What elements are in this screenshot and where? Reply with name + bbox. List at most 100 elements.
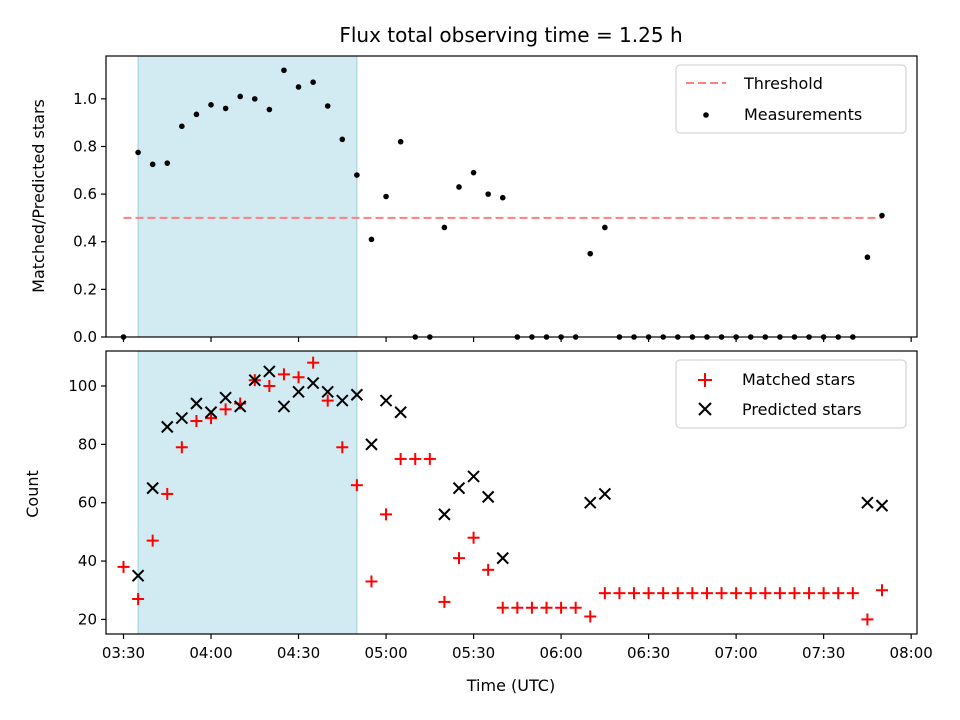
matched-star-point (365, 575, 378, 588)
matched-star-point (832, 587, 845, 600)
matched-star-point (744, 587, 757, 600)
predicted-star-point (321, 385, 334, 399)
matched-star-point (671, 587, 684, 600)
measurement-point (441, 224, 448, 231)
predicted-star-point (263, 365, 276, 378)
matched-star-point (525, 601, 538, 614)
measurement-point (135, 149, 141, 156)
matched-star-point (350, 479, 363, 492)
x-tick-label: 05:30 (452, 644, 495, 662)
measurement-point (251, 96, 258, 102)
measurement-point (879, 212, 885, 219)
y-tick-label: 40 (78, 552, 97, 570)
legend-predicted-swatch (698, 402, 712, 416)
x-tick-label: 04:00 (189, 644, 232, 662)
matched-star-point (700, 587, 713, 600)
top-panel: 0.0 0.2 0.4 0.6 0.8 1.0 Matched/Predicted sta… (29, 55, 918, 346)
matched-star-point (628, 587, 641, 600)
x-axis-label: Time (UTC) (466, 676, 555, 695)
predicted-star-point (452, 481, 466, 495)
predicted-star-point (190, 397, 203, 410)
matched-star-point (686, 587, 699, 600)
top-legend-box (675, 64, 907, 134)
top-observing-window (137, 55, 358, 338)
top-y-axis-label: Matched/Predicted stars (29, 99, 48, 293)
matched-star-point (452, 552, 465, 565)
measurement-point (470, 169, 477, 176)
matched-star-point (117, 560, 130, 573)
matched-star-point (292, 371, 305, 384)
predicted-star-point (861, 496, 874, 509)
y-tick-label: 0.0 (73, 328, 97, 346)
matched-star-point (321, 394, 334, 407)
bottom-x-ticks: 03:30 04:00 04:30 05:00 05:30 06:00 06:30 07:00… (102, 634, 933, 662)
legend-matched-swatch (698, 373, 712, 387)
matched-star-point (132, 592, 145, 605)
matched-star-point (875, 584, 888, 597)
predicted-star-point (233, 400, 247, 413)
matched-star-point (788, 587, 801, 600)
measurement-point (368, 236, 375, 243)
matched-star-point (394, 452, 407, 465)
top-y-ticks: 0.0 0.2 0.4 0.6 0.8 1.0 (73, 90, 106, 346)
predicted-star-point (481, 490, 495, 504)
predicted-star-point (598, 487, 612, 501)
legend-measurements-swatch (703, 112, 709, 118)
measurement-point (499, 194, 506, 201)
predicted-star-point (175, 411, 189, 425)
legend-threshold-label: Threshold (743, 74, 823, 93)
bottom-y-ticks: 20 40 60 80 100 (68, 377, 106, 628)
predicted-star-point (394, 406, 407, 419)
top-x-ticks (122, 337, 912, 342)
matched-star-point (146, 534, 159, 547)
predicted-star-point (204, 406, 218, 419)
matched-star-point (730, 587, 743, 600)
measurement-point (193, 111, 200, 118)
matched-star-point (642, 587, 655, 600)
matched-star-point (657, 587, 670, 600)
y-tick-label: 0.2 (73, 280, 97, 298)
y-tick-label: 0.6 (73, 185, 97, 203)
measurement-point (266, 106, 273, 113)
measurement-point (324, 103, 331, 109)
predicted-star-point (336, 394, 349, 407)
x-tick-label: 07:00 (715, 644, 758, 662)
predicted-star-point (379, 394, 393, 407)
predicted-stars-points (131, 365, 889, 582)
predicted-star-point (306, 376, 320, 390)
matched-star-point (467, 531, 480, 544)
x-tick-label: 08:00 (890, 644, 933, 662)
predicted-star-point (146, 481, 159, 495)
predicted-star-point (350, 388, 364, 401)
predicted-star-point (131, 569, 145, 582)
y-tick-label: 0.8 (73, 137, 97, 155)
matched-star-point (190, 415, 203, 428)
matched-star-point (759, 587, 772, 600)
x-tick-label: 04:30 (277, 644, 320, 662)
matched-star-point (409, 452, 422, 465)
predicted-star-point (277, 400, 291, 413)
predicted-star-point (438, 508, 451, 521)
measurement-point (237, 93, 243, 100)
predicted-star-point (875, 499, 889, 512)
matched-star-point (555, 601, 568, 614)
bottom-panel: 20 40 60 80 100 03:30 04:00 04:30 05:00 05:30 06:… (23, 350, 933, 695)
matched-star-point (715, 587, 728, 600)
x-tick-label: 06:30 (627, 644, 670, 662)
measurement-point (295, 84, 302, 90)
predicted-star-point (365, 438, 378, 451)
x-tick-label: 06:00 (539, 644, 582, 662)
matched-star-point (277, 368, 290, 381)
matched-star-point (540, 601, 553, 614)
measurement-point (397, 138, 404, 145)
y-tick-label: 0.4 (73, 233, 97, 251)
matched-star-point (861, 613, 874, 626)
matched-star-point (817, 587, 830, 600)
predicted-star-point (467, 470, 480, 483)
legend-matched-label: Matched stars (742, 370, 855, 389)
measurement-points (120, 67, 885, 340)
measurement-point (864, 254, 871, 261)
matched-star-point (380, 508, 393, 521)
matched-star-point (423, 452, 436, 465)
x-tick-label: 07:30 (802, 644, 845, 662)
